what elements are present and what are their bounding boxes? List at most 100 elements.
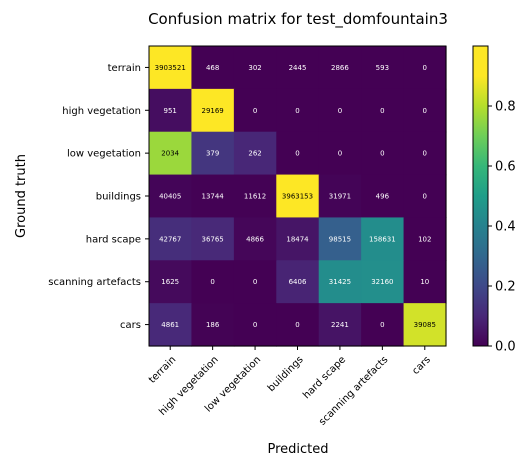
heatmap-cell: [361, 260, 405, 304]
heatmap-cell: [191, 174, 235, 219]
colorbar-tick-label: 0.2: [495, 280, 516, 295]
colorbar-tick-label: 0.8: [495, 100, 516, 115]
colorbar-tick-label: 0.4: [495, 220, 516, 235]
cell-value-label: 11612: [244, 193, 266, 201]
colorbar-tick-label: 0.0: [495, 340, 516, 355]
cell-value-label: 3903521: [155, 64, 186, 72]
heatmap-cell: [361, 131, 405, 176]
cell-value-label: 0: [295, 321, 299, 329]
cell-value-label: 0: [253, 321, 257, 329]
y-axis-ticks: terrain high vegetation low vegetation buil…: [48, 63, 149, 331]
heatmap-cell: [361, 217, 405, 261]
cell-value-label: 186: [206, 321, 220, 329]
cell-value-label: 302: [248, 64, 261, 72]
heatmap-cell: [276, 88, 320, 133]
heatmap-cell: [191, 131, 235, 176]
heatmap-cell: [403, 260, 447, 304]
cell-value-label: 3963153: [282, 193, 313, 201]
heatmap-cell: [276, 131, 320, 176]
cell-value-label: 0: [423, 193, 427, 201]
cell-value-label: 2445: [289, 64, 307, 72]
cell-value-label: 4866: [246, 235, 264, 243]
heatmap-cell: [276, 260, 320, 304]
y-tick-label: terrain: [108, 63, 141, 74]
heatmap-cell: [318, 46, 362, 90]
cell-value-label: 0: [338, 107, 342, 115]
heatmap-cell: [361, 88, 405, 133]
y-axis-label: Ground truth: [14, 154, 29, 238]
cell-value-label: 593: [376, 64, 389, 72]
heatmap-cell: [318, 260, 362, 304]
cell-value-label: 0: [295, 150, 299, 158]
cell-value-label: 0: [423, 150, 427, 158]
heatmap-cell-labels: 3903521 468 302 2445 2866 593 0 951 29169 0 0 0 0 0 20…: [155, 64, 436, 329]
heatmap-cell: [276, 174, 320, 219]
cell-value-label: 2866: [331, 64, 349, 72]
heatmap-cell: [233, 131, 277, 176]
cell-value-label: 379: [206, 150, 219, 158]
heatmap-cell: [403, 217, 447, 261]
cell-value-label: 102: [418, 235, 431, 243]
y-tick-label: scanning artefacts: [48, 277, 141, 288]
cell-value-label: 2034: [161, 150, 179, 158]
heatmap-cell: [149, 217, 193, 261]
cell-value-label: 42767: [159, 235, 181, 243]
heatmap-cell: [361, 174, 405, 219]
heatmap-cell: [361, 303, 405, 347]
cell-value-label: 2241: [331, 321, 349, 329]
cell-value-label: 0: [380, 150, 384, 158]
y-tick-label: buildings: [96, 192, 141, 203]
heatmap-cell: [403, 88, 447, 133]
x-tick-label: cars: [410, 354, 433, 377]
x-tick-label: buildings: [266, 354, 306, 394]
heatmap-cell: [149, 131, 193, 176]
cell-value-label: 0: [380, 321, 384, 329]
heatmap-cell: [233, 260, 277, 304]
x-tick-label: hard scape: [301, 354, 348, 401]
cell-value-label: 13744: [201, 193, 224, 201]
cell-value-label: 0: [253, 278, 257, 286]
colorbar-ticks: 0.0 0.2 0.4 0.6 0.8: [488, 100, 516, 355]
y-tick-label: high vegetation: [62, 106, 141, 117]
cell-value-label: 32160: [371, 278, 393, 286]
heatmap-cell: [191, 217, 235, 261]
heatmap-cell: [276, 217, 320, 261]
colorbar-tick-label: 0.6: [495, 160, 516, 175]
heatmap-cell: [149, 88, 193, 133]
heatmap-cell: [149, 303, 193, 347]
cell-value-label: 10: [420, 278, 429, 286]
cell-value-label: 0: [380, 107, 384, 115]
y-tick-label: low vegetation: [67, 149, 141, 160]
heatmap-cell: [276, 46, 320, 90]
cell-value-label: 36765: [201, 235, 223, 243]
cell-value-label: 468: [206, 64, 219, 72]
cell-value-label: 0: [210, 278, 214, 286]
heatmap-cell: [191, 88, 235, 133]
heatmap-cell: [233, 88, 277, 133]
cell-value-label: 951: [164, 107, 177, 115]
heatmap-cell: [276, 303, 320, 347]
cell-value-label: 39085: [414, 321, 436, 329]
y-tick-label: cars: [120, 320, 141, 331]
heatmap-cell: [233, 46, 277, 90]
cell-value-label: 0: [423, 64, 427, 72]
y-tick-label: hard scape: [86, 234, 141, 245]
heatmap-cell: [233, 303, 277, 347]
heatmap-cell: [403, 174, 447, 219]
cell-value-label: 4861: [161, 321, 179, 329]
heatmap-cell: [149, 46, 193, 90]
heatmap-cell: [403, 303, 447, 347]
heatmap-cell: [318, 131, 362, 176]
cell-value-label: 1625: [161, 278, 179, 286]
chart-title: Confusion matrix for test_domfountain3: [148, 10, 448, 29]
cell-value-label: 0: [253, 107, 257, 115]
cell-value-label: 31425: [329, 278, 351, 286]
heatmap-cell: [403, 131, 447, 176]
cell-value-label: 0: [338, 150, 342, 158]
colorbar: [472, 45, 489, 347]
heatmap-cell: [233, 217, 277, 261]
cell-value-label: 0: [295, 107, 299, 115]
x-tick-label: terrain: [147, 354, 178, 385]
heatmap-cell: [233, 174, 277, 219]
